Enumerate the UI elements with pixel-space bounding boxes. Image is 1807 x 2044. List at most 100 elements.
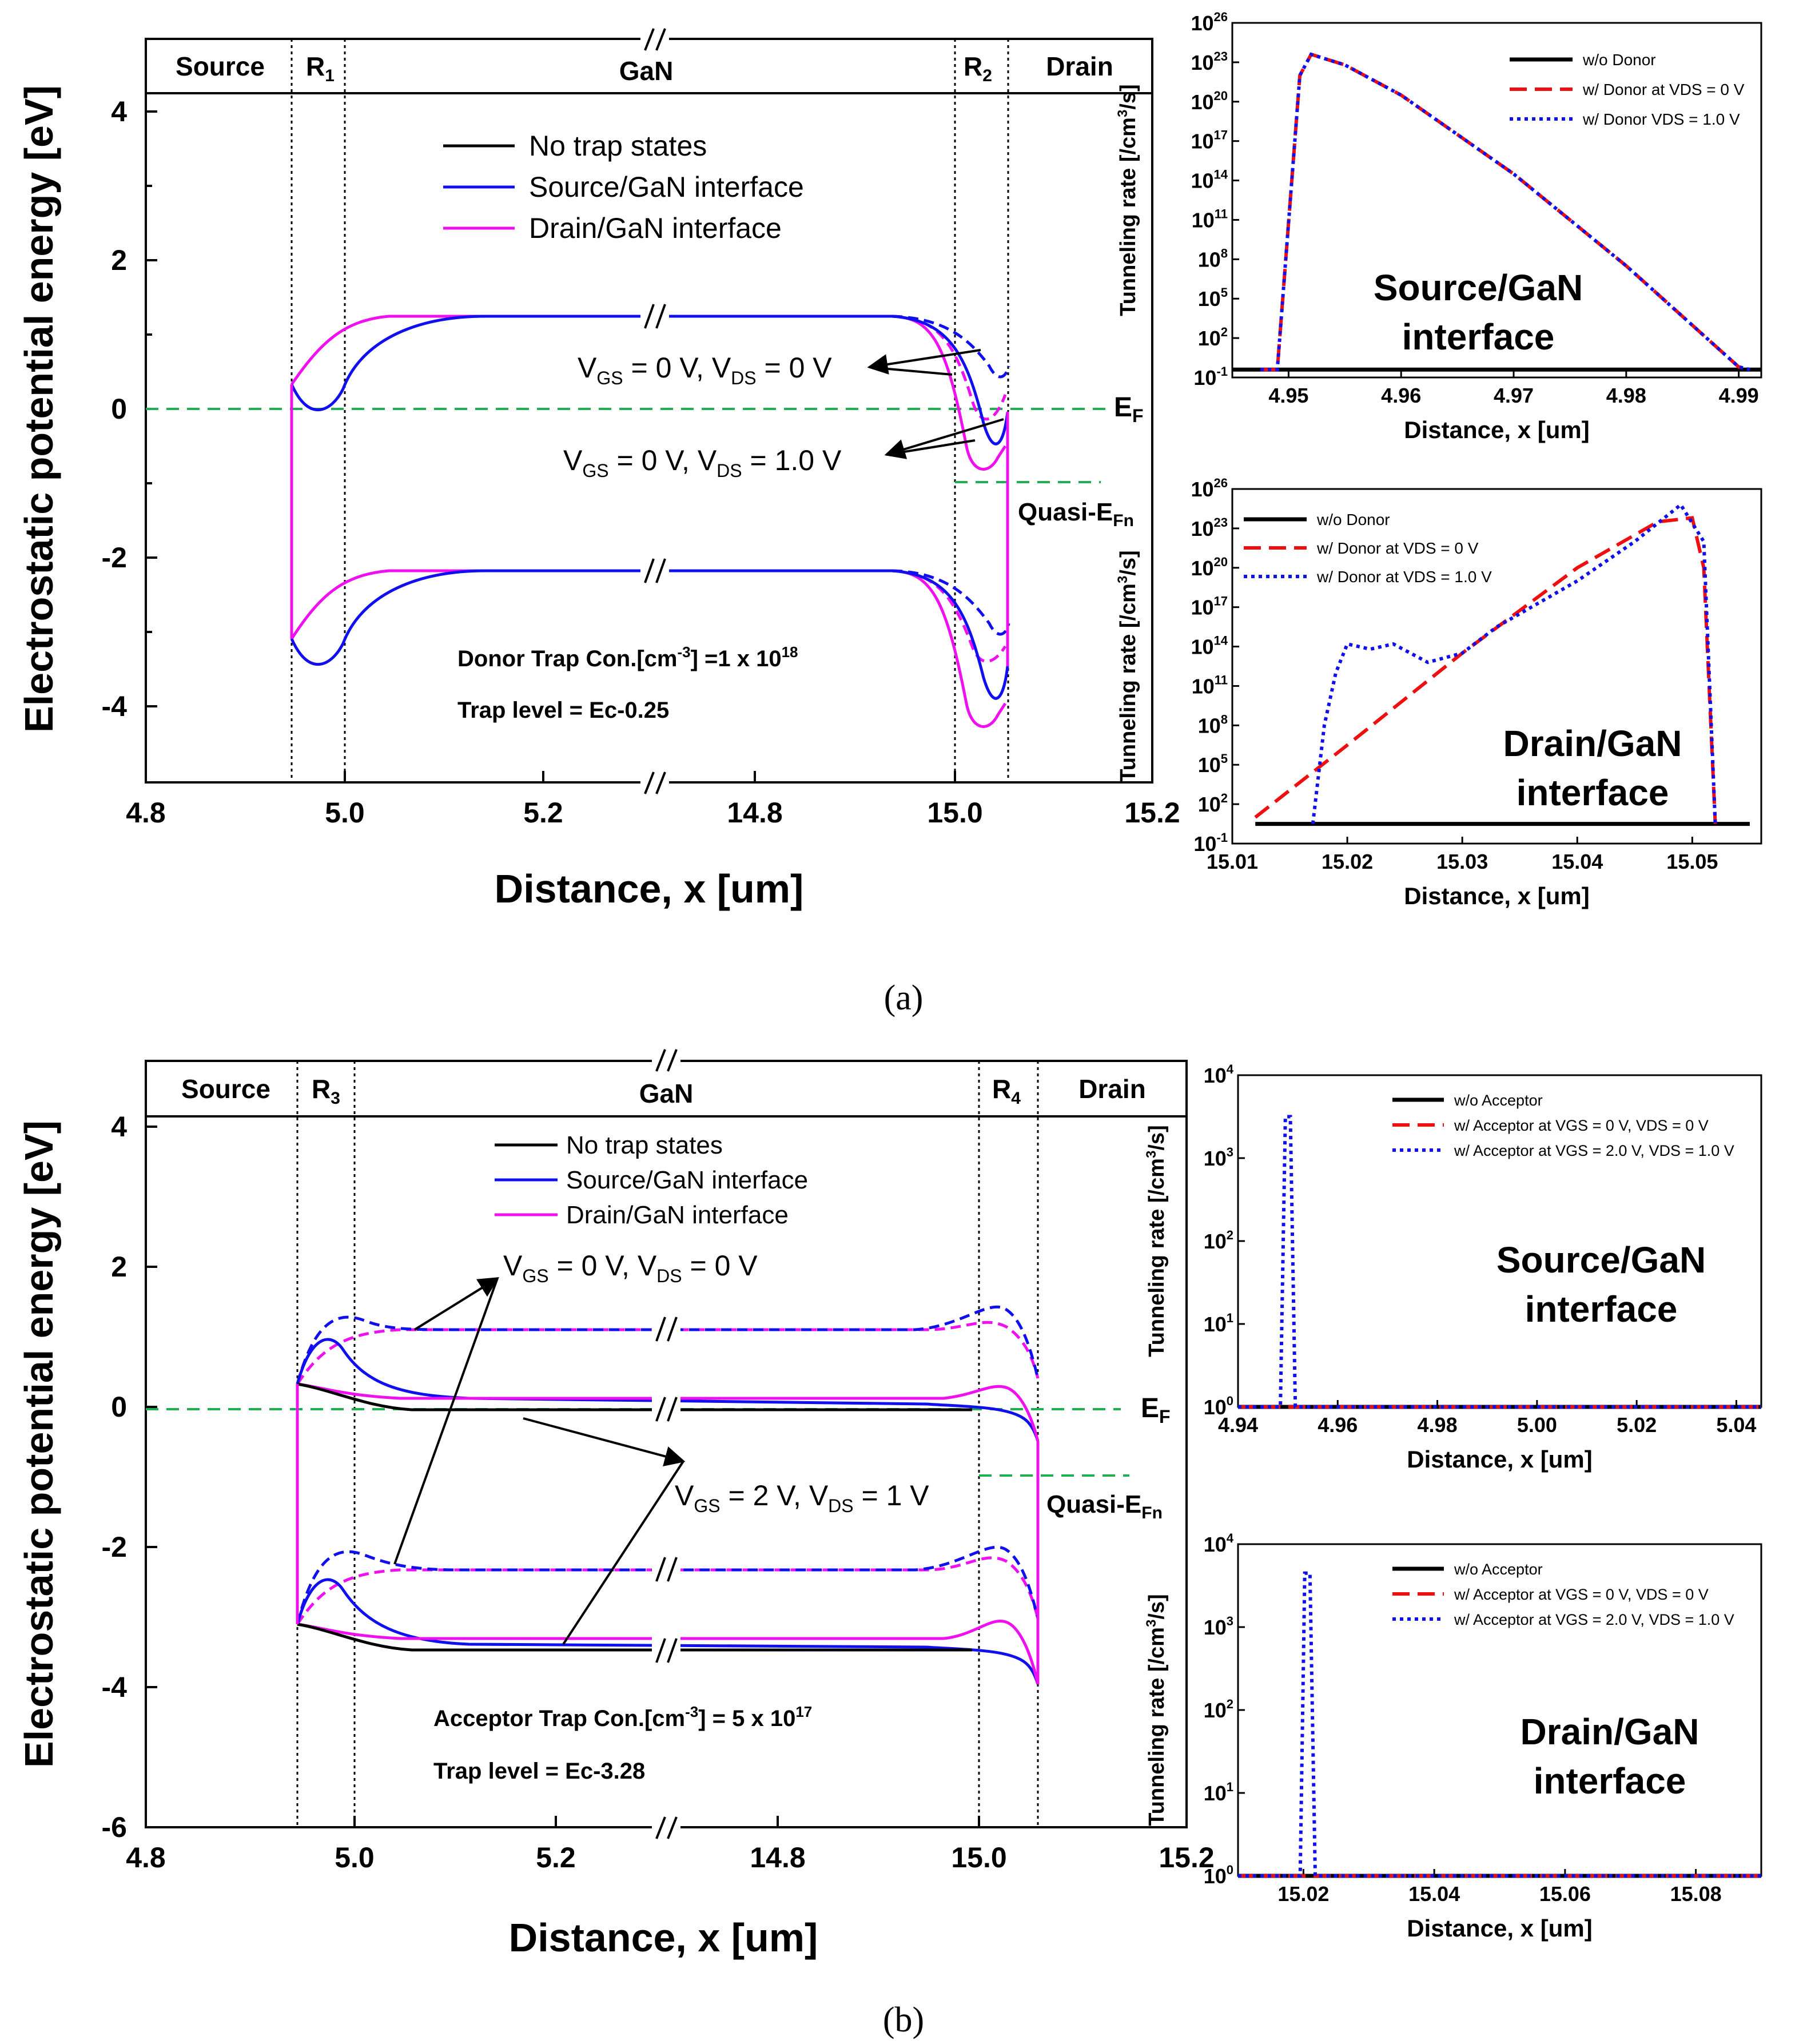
x-tick-label: 14.8	[750, 1842, 805, 1874]
y-tick-label: 1014	[1191, 168, 1228, 193]
curve-b-vb-blue	[296, 1578, 1040, 1685]
legend: w/o Acceptor w/ Acceptor at VGS = 0 V, VD…	[1392, 1561, 1734, 1628]
x-tick-label: 5.0	[325, 797, 365, 829]
interface-label: interface	[1534, 1760, 1686, 1802]
ef-label: EF	[1114, 392, 1144, 426]
trap-level-label: Trap level = Ec-0.25	[457, 698, 669, 723]
y-tick-label: 104	[1204, 1062, 1234, 1087]
axis-break-mark	[644, 28, 666, 794]
x-tick-label: 5.02	[1617, 1413, 1657, 1437]
plot-frame	[1231, 22, 1762, 379]
legend-source-gan: Source/GaN interface	[566, 1166, 808, 1194]
x-tick-label: 4.98	[1418, 1413, 1458, 1437]
panel-b-main-chart: Source R3 GaN R4 Drain 4 2 0 -2 -4 -6 4.…	[17, 1049, 1215, 1960]
legend-no-trap: No trap states	[566, 1131, 723, 1159]
y-tick-label: 100	[1204, 1863, 1233, 1888]
x-tick-label: 4.99	[1719, 384, 1759, 407]
y-tick-label: 103	[1204, 1614, 1233, 1639]
quasi-ef-label: Quasi-EFn	[1018, 498, 1134, 530]
y-tick-label: 102	[1204, 1697, 1233, 1722]
x-tick-label: 4.96	[1381, 384, 1421, 407]
y-tick-label: 102	[1198, 325, 1228, 350]
y-tick-label: 0	[111, 393, 127, 425]
trap-concentration-label: Acceptor Trap Con.[cm-3] = 5 x 1017	[433, 1703, 812, 1731]
region-r1-label: R1	[306, 51, 335, 85]
curve-a-vb-blue-dashed	[891, 569, 1010, 636]
x-tick-label: 4.97	[1494, 384, 1534, 407]
x-tick-label: 5.04	[1716, 1413, 1756, 1437]
y-tick-label: 102	[1204, 1228, 1233, 1253]
x-tick-label: 5.0	[335, 1842, 375, 1874]
annotation-bias-1: VGS = 0 V, VDS = 0 V	[578, 352, 832, 388]
ef-label: EF	[1141, 1393, 1171, 1427]
y-tick-label: -2	[102, 1531, 127, 1563]
panel-b-drain-tunneling-chart: 104 103 102 101 100 15.02 15.04 15.06 15.08 Dista…	[1144, 1531, 1762, 1942]
series-line-3	[1238, 1571, 1761, 1878]
annotation-bias-2: VGS = 0 V, VDS = 1.0 V	[563, 444, 842, 481]
y-tick-label: 1017	[1191, 128, 1228, 153]
x-axis-title: Distance, x [um]	[1404, 416, 1589, 443]
y-tick-label: -6	[102, 1811, 127, 1843]
x-tick-label: 15.01	[1207, 850, 1258, 873]
y-tick-label: -4	[102, 690, 128, 722]
legend: w/o Donor w/ Donor at VDS = 0 V w/ Donor V…	[1510, 51, 1745, 128]
y-tick-label: 2	[111, 1251, 127, 1283]
x-tick-label: 5.00	[1517, 1413, 1557, 1437]
series-line-3	[1260, 52, 1750, 372]
x-axis-title: Distance, x [um]	[1404, 882, 1589, 909]
region-r2-label: R2	[964, 51, 992, 85]
y-tick-label: 105	[1198, 285, 1228, 311]
legend-b-main: No trap states Source/GaN interface Drai…	[495, 1131, 808, 1229]
curve-b-vb-magenta-dashed	[296, 1556, 1040, 1625]
y-axis-title: Electrostatic potential energy [eV]	[17, 85, 61, 733]
x-tick-label: 4.96	[1318, 1413, 1358, 1437]
y-tick-label: 1020	[1191, 555, 1228, 580]
y-axis-title: Tunneling rate [/cm3/s]	[1115, 550, 1140, 782]
legend-label: w/ Donor VDS = 1.0 V	[1582, 110, 1740, 128]
y-tick-label: -2	[102, 542, 127, 574]
x-tick-label: 4.98	[1606, 384, 1646, 407]
y-tick-label: 1023	[1191, 515, 1228, 540]
y-tick-label: 108	[1198, 712, 1228, 737]
x-axis-title: Distance, x [um]	[509, 1915, 818, 1960]
panel-a-source-tunneling-chart: 1026 1023 1020 1017 1014 1011 108 105 102 10-1 4.9…	[1115, 10, 1762, 443]
x-tick-label: 15.04	[1551, 850, 1603, 873]
x-tick-label: 15.0	[927, 797, 982, 829]
x-tick-label: 15.04	[1408, 1882, 1460, 1906]
legend-label: w/ Acceptor at VGS = 0 V, VDS = 0 V	[1454, 1117, 1709, 1134]
caption-b: (b)	[883, 2001, 924, 2039]
quasi-ef-label: Quasi-EFn	[1046, 1490, 1163, 1522]
legend-label: w/o Donor	[1316, 511, 1390, 528]
x-tick-label: 5.2	[523, 797, 563, 829]
legend-label: w/ Donor at VDS = 1.0 V	[1316, 568, 1492, 586]
y-tick-label: 1020	[1191, 89, 1228, 114]
x-tick-label: 15.08	[1670, 1882, 1722, 1906]
plot-frame	[1231, 488, 1762, 845]
x-axis-title: Distance, x [um]	[495, 866, 804, 911]
annotation-bias-1: VGS = 0 V, VDS = 0 V	[503, 1250, 758, 1286]
x-tick-label: 4.8	[126, 1842, 166, 1874]
x-tick-label: 5.2	[536, 1842, 576, 1874]
legend-label: w/ Donor at VDS = 0 V	[1582, 81, 1745, 98]
interface-label: Source/GaN	[1374, 267, 1583, 308]
y-axis-title: Tunneling rate [/cm3/s]	[1144, 1125, 1169, 1357]
legend-drain-gan: Drain/GaN interface	[566, 1201, 789, 1229]
y-tick-label: -4	[102, 1671, 128, 1703]
region-drain-label: Drain	[1078, 1074, 1146, 1104]
x-tick-label: 4.8	[126, 797, 166, 829]
x-tick-label: 15.06	[1539, 1882, 1591, 1906]
y-tick-label: 1026	[1191, 10, 1228, 35]
y-tick-label: 101	[1204, 1311, 1233, 1336]
curve-a-vb-magenta-dashed	[891, 569, 1007, 663]
interface-label: Drain/GaN	[1503, 723, 1682, 764]
y-tick-label: 108	[1198, 246, 1228, 271]
y-tick-label: 1026	[1191, 476, 1228, 501]
y-axis-title: Electrostatic potential energy [eV]	[17, 1120, 61, 1768]
curve-b-vb-blue-dashed	[296, 1545, 1040, 1625]
annotation-bias-2: VGS = 2 V, VDS = 1 V	[675, 1480, 929, 1516]
curve-b-cb-blue-dashed	[296, 1305, 1040, 1385]
x-tick-label: 15.02	[1322, 850, 1373, 873]
series-line-2	[1254, 516, 1717, 824]
